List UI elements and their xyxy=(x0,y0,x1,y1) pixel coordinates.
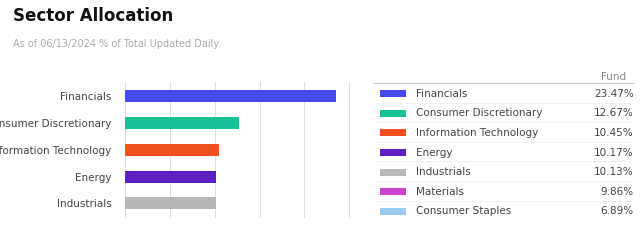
Text: 23.47%: 23.47% xyxy=(594,89,634,99)
Text: 6.89%: 6.89% xyxy=(600,206,634,216)
FancyBboxPatch shape xyxy=(380,188,406,195)
Text: Industrials: Industrials xyxy=(416,167,470,177)
FancyBboxPatch shape xyxy=(380,129,406,136)
Text: Energy: Energy xyxy=(416,148,452,158)
Bar xyxy=(125,90,335,102)
Bar xyxy=(125,170,216,183)
FancyBboxPatch shape xyxy=(380,90,406,97)
Text: Consumer Staples: Consumer Staples xyxy=(416,206,511,216)
Text: 12.67%: 12.67% xyxy=(594,108,634,118)
Bar xyxy=(125,117,239,129)
Text: Fund: Fund xyxy=(601,72,626,81)
Text: Information Technology: Information Technology xyxy=(416,128,538,138)
Text: As of 06/13/2024 % of Total Updated Daily: As of 06/13/2024 % of Total Updated Dail… xyxy=(13,39,219,49)
FancyBboxPatch shape xyxy=(380,149,406,156)
Text: 9.86%: 9.86% xyxy=(600,187,634,197)
FancyBboxPatch shape xyxy=(380,208,406,215)
Text: 10.17%: 10.17% xyxy=(594,148,634,158)
Text: Financials: Financials xyxy=(416,89,467,99)
Text: Materials: Materials xyxy=(416,187,464,197)
Bar xyxy=(125,144,219,156)
Text: Sector Allocation: Sector Allocation xyxy=(13,7,173,25)
Bar xyxy=(125,197,216,209)
Text: 10.45%: 10.45% xyxy=(594,128,634,138)
Text: 10.13%: 10.13% xyxy=(594,167,634,177)
FancyBboxPatch shape xyxy=(380,110,406,117)
FancyBboxPatch shape xyxy=(380,169,406,175)
Text: Consumer Discretionary: Consumer Discretionary xyxy=(416,108,542,118)
